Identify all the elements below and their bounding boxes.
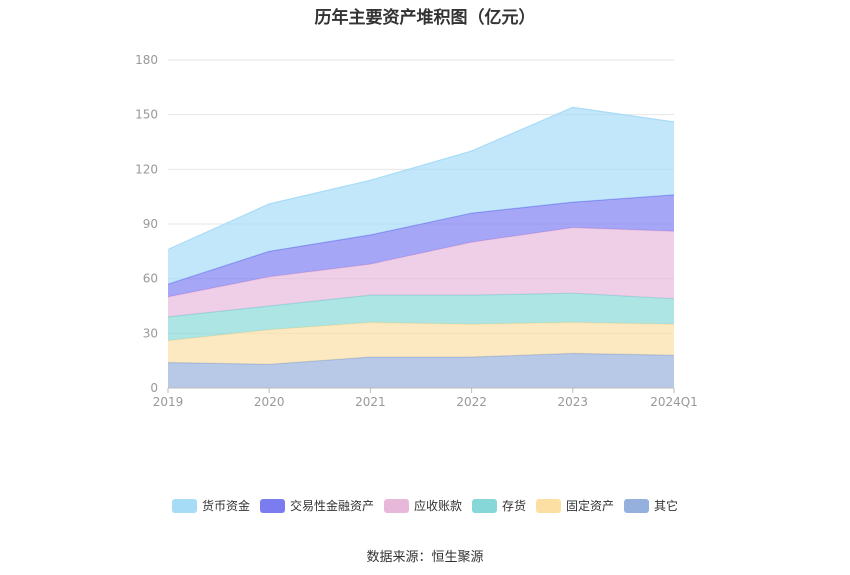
chart-title: 历年主要资产堆积图（亿元） <box>314 8 536 28</box>
legend-item[interactable]: 应收账款 <box>383 497 462 514</box>
x-tick-label: 2021 <box>355 395 386 409</box>
legend-label: 应收账款 <box>413 499 462 513</box>
y-tick-label: 60 <box>143 272 158 286</box>
x-tick-label: 2023 <box>558 395 589 409</box>
y-tick-label: 30 <box>143 326 158 340</box>
legend-item[interactable]: 其它 <box>624 497 678 514</box>
area-series <box>168 322 674 365</box>
legend-item[interactable]: 存货 <box>472 497 526 514</box>
legend: 货币资金 交易性金融资产 应收账款 存货 固定资产 其它 <box>0 497 850 514</box>
source-note: 数据来源：恒生聚源 <box>366 550 484 565</box>
legend-label: 其它 <box>654 499 679 513</box>
y-tick-label: 120 <box>135 162 158 176</box>
y-tick-label: 0 <box>150 381 158 395</box>
area-series <box>168 227 674 317</box>
legend-swatch <box>472 498 497 513</box>
series-line <box>167 106 675 251</box>
y-tick-label: 90 <box>143 217 158 231</box>
legend-label: 货币资金 <box>201 499 250 513</box>
x-tick-label: 2020 <box>254 395 285 409</box>
legend-item[interactable]: 货币资金 <box>171 497 250 514</box>
legend-item[interactable]: 交易性金融资产 <box>259 497 374 514</box>
y-tick-label: 180 <box>135 53 158 67</box>
axis-layer: 0 30 60 90 120 150 180 2019 2020 2021 2022 2023 2024… <box>135 53 698 409</box>
legend-label: 固定资产 <box>566 499 615 513</box>
x-tick-label: 2024Q1 <box>650 395 698 409</box>
legend-label: 交易性金融资产 <box>289 499 374 513</box>
legend-swatch <box>536 498 562 513</box>
area-series <box>168 293 674 341</box>
x-tick-label: 2019 <box>153 395 184 409</box>
area-series <box>168 107 674 285</box>
area-series <box>168 194 674 297</box>
legend-item[interactable]: 固定资产 <box>536 497 614 514</box>
x-tick-label: 2022 <box>456 395 487 409</box>
legend-swatch <box>383 498 409 513</box>
legend-swatch <box>624 498 650 513</box>
area-layer <box>167 106 675 388</box>
legend-label: 存货 <box>502 499 527 513</box>
legend-swatch <box>171 498 197 513</box>
area-series <box>168 353 674 388</box>
legend-swatch <box>259 498 285 513</box>
y-tick-label: 150 <box>135 108 158 122</box>
